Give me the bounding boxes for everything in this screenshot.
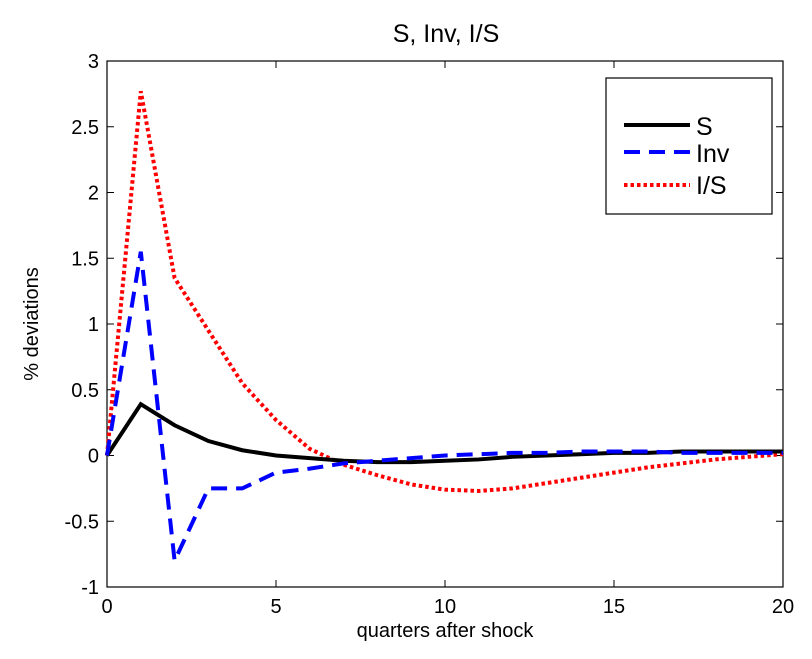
y-tick-label: 2.5 — [71, 117, 99, 139]
x-tick-label: 10 — [434, 596, 456, 618]
chart-title: S, Inv, I/S — [393, 20, 500, 48]
legend-label-s: S — [696, 113, 713, 141]
y-tick-labels: -1 -0.5 0 0.5 1 1.5 2 2.5 3 — [65, 51, 99, 599]
y-tick-label: -1 — [81, 577, 99, 599]
series-layer — [105, 90, 784, 569]
legend-label-is: I/S — [696, 172, 727, 200]
y-tick-label: 1 — [88, 314, 99, 336]
y-tick-label: 3 — [88, 51, 99, 73]
y-tick-label: 1.5 — [71, 248, 99, 270]
y-tick-label: 2 — [88, 183, 99, 205]
legend: S Inv I/S — [605, 77, 773, 215]
axis-ticks — [106, 60, 784, 588]
x-tick-label: 0 — [101, 596, 112, 618]
x-tick-label: 5 — [270, 596, 281, 618]
legend-box — [605, 77, 773, 215]
series-line-i-s — [105, 90, 784, 494]
x-axis-label: quarters after shock — [357, 620, 535, 642]
series-line-inv — [105, 251, 783, 569]
x-tick-label: 15 — [603, 596, 625, 618]
y-tick-label: 0 — [88, 446, 99, 468]
x-tick-labels: 0 5 10 15 20 — [101, 596, 794, 618]
y-axis-label: % deviations — [21, 267, 43, 380]
y-tick-label: 0.5 — [71, 380, 99, 402]
x-tick-label: 20 — [772, 596, 794, 618]
y-tick-label: -0.5 — [65, 511, 99, 533]
legend-label-inv: Inv — [696, 140, 730, 168]
